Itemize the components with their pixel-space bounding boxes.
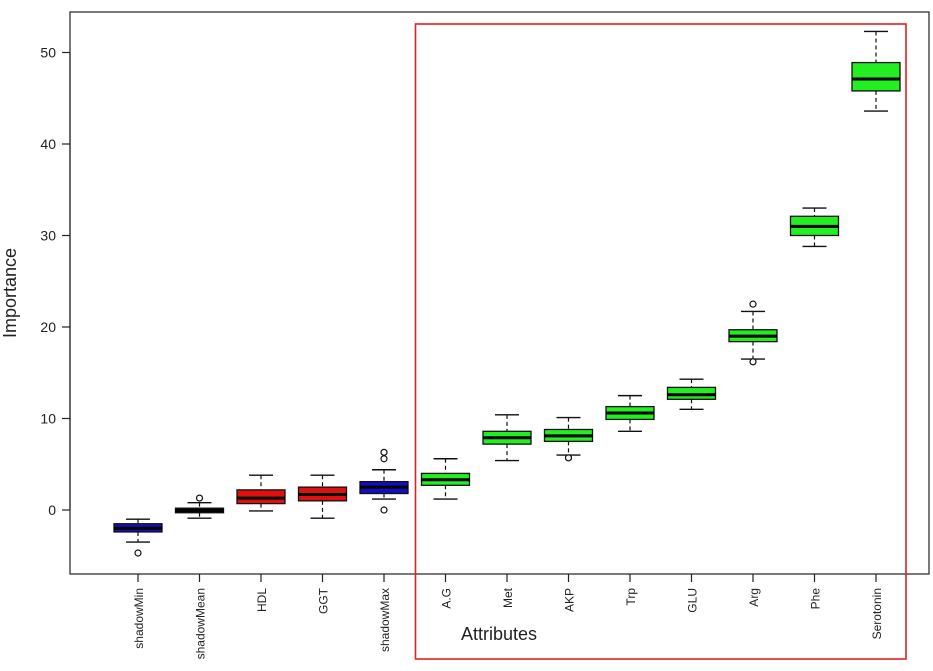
y-tick-label: 20 xyxy=(40,319,56,335)
outlier-point xyxy=(380,448,388,456)
x-tick-label: A.G xyxy=(440,588,454,609)
box-serotonin xyxy=(851,30,901,112)
box-hdl xyxy=(236,474,286,512)
y-axis-title: Importance xyxy=(0,248,20,338)
x-tick-label: Arg xyxy=(747,588,761,607)
boxes-layer xyxy=(113,30,901,557)
box-shadowmax xyxy=(359,448,409,514)
plot-frame xyxy=(69,11,930,575)
y-tick-label: 40 xyxy=(40,136,56,152)
box-arg xyxy=(728,300,778,366)
y-tick-label: 10 xyxy=(40,411,56,427)
x-tick-label: GLU xyxy=(686,588,700,613)
x-axis-title: Attributes xyxy=(461,624,537,644)
y-tick-label: 50 xyxy=(40,45,56,61)
outlier-point xyxy=(134,549,142,557)
x-tick-labels: shadowMin shadowMean HDL GGT shadowMax A.G Met… xyxy=(132,574,884,659)
x-tick-label: AKP xyxy=(563,588,577,612)
x-tick-label: Met xyxy=(501,587,515,608)
box-glu xyxy=(666,378,717,411)
x-tick-label: Serotonin xyxy=(870,588,884,639)
outlier-point xyxy=(195,494,204,502)
x-tick-label: shadowMax xyxy=(378,588,392,652)
box-ggt xyxy=(297,474,348,519)
x-tick-label: shadowMean xyxy=(194,588,208,659)
outlier-point xyxy=(380,455,388,463)
x-tick-label: GGT xyxy=(317,587,331,614)
y-tick-label: 30 xyxy=(40,228,56,244)
x-tick-label: HDL xyxy=(255,588,269,612)
outlier-point xyxy=(749,300,757,308)
outlier-point xyxy=(380,506,388,514)
box-shadowmin xyxy=(113,518,163,557)
box-met xyxy=(482,414,532,462)
x-tick-label: shadowMin xyxy=(132,588,146,649)
box-akp xyxy=(543,416,594,462)
box-a-g xyxy=(420,458,471,500)
highlight-frame xyxy=(414,23,907,660)
box-phe xyxy=(789,207,840,248)
outlier-point xyxy=(749,358,757,366)
box-shadowmean xyxy=(174,494,225,519)
y-tick-label: 0 xyxy=(48,502,56,518)
outlier-point xyxy=(564,454,573,462)
x-tick-label: Trp xyxy=(624,588,638,606)
box-trp xyxy=(605,394,655,433)
iqr-box xyxy=(851,61,901,92)
y-axis: 0 10 20 30 40 50 xyxy=(40,45,71,518)
x-tick-label: Phe xyxy=(809,588,823,610)
